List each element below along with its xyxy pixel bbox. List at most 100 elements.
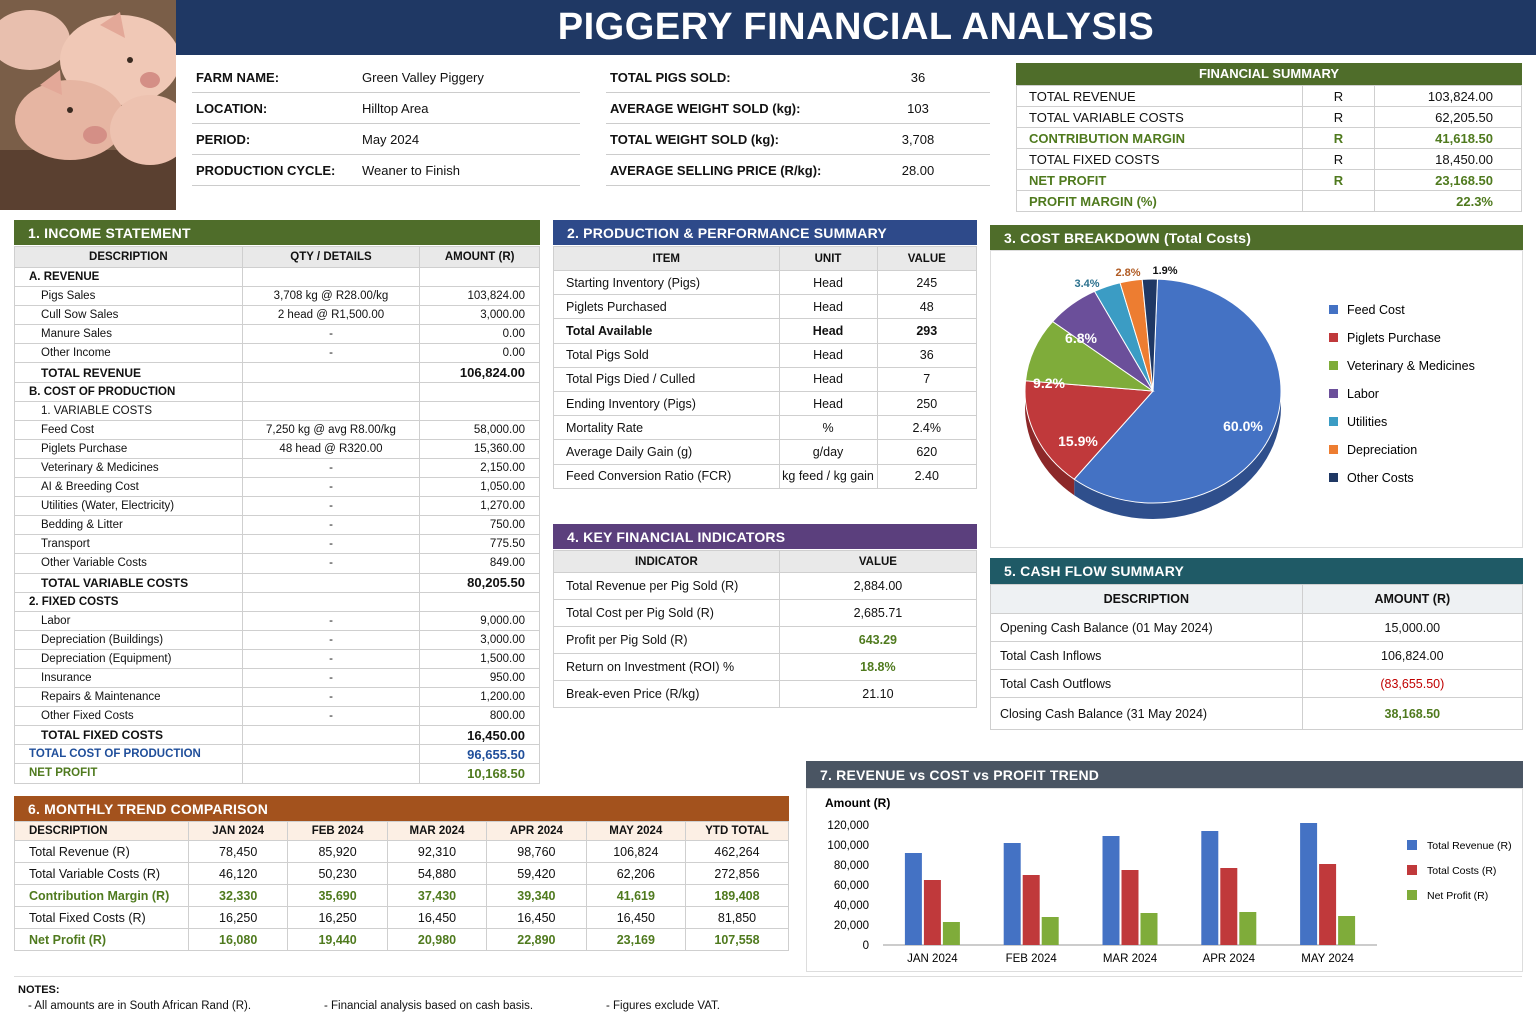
fs-value: 41,618.50 — [1374, 127, 1522, 149]
column-header: ITEM — [553, 246, 780, 271]
kfi-value: 2,884.00 — [778, 572, 978, 600]
farm-stat-key: AVERAGE SELLING PRICE (R/kg): — [610, 162, 822, 178]
cashflow-amount: 15,000.00 — [1301, 613, 1524, 642]
kfi-indicator: Profit per Pig Sold (R) — [553, 626, 780, 654]
column-header: MAR 2024 — [386, 821, 488, 841]
legend-label: Net Profit (R) — [1427, 890, 1488, 902]
x-tick-label: FEB 2024 — [1006, 953, 1058, 965]
cashflow-amount: (83,655.50) — [1301, 669, 1524, 698]
monthly-value: 16,450 — [486, 906, 587, 929]
table-header-row: DESCRIPTION JAN 2024 FEB 2024 MAR 2024 APR 2… — [14, 821, 789, 841]
trend-chart-header: 7. REVENUE vs COST vs PROFIT TREND — [806, 761, 1523, 788]
monthly-value: 16,250 — [287, 906, 388, 929]
pie-label: 6.8% — [1065, 330, 1097, 346]
column-header: UNIT — [778, 246, 878, 271]
monthly-value: 98,760 — [486, 840, 587, 863]
y-tick-label: 80,000 — [834, 860, 869, 872]
income-qty: 7,250 kg @ avg R8.00/kg — [241, 419, 421, 440]
fs-value: 62,205.50 — [1374, 106, 1522, 128]
income-amount: 3,000.00 — [419, 305, 540, 326]
pie-slice-other-costs — [1141, 278, 1158, 392]
farm-info-value: Weaner to Finish — [362, 162, 461, 178]
table-row: Feed Conversion Ratio (FCR) kg feed / kg … — [553, 463, 978, 489]
column-header: YTD TOTAL — [685, 821, 789, 841]
monthly-value: 92,310 — [386, 840, 488, 863]
farm-info: FARM NAME: Green Valley Piggery LOCATION: H… — [0, 0, 1000, 210]
production-value: 2.4% — [876, 415, 978, 441]
production-unit: Head — [778, 390, 878, 417]
legend-swatch — [1407, 865, 1417, 875]
table-header-row: INDICATOR VALUE — [553, 550, 978, 573]
farm-stat-key: TOTAL WEIGHT SOLD (kg): — [610, 131, 779, 147]
kfi-table: INDICATOR VALUE Total Revenue per Pig Sold… — [553, 550, 978, 708]
column-header: AMOUNT (R) — [1301, 584, 1524, 614]
income-description: A. REVENUE — [14, 266, 243, 288]
income-amount: 96,655.50 — [419, 744, 540, 765]
income-description: Labor — [14, 610, 243, 631]
bar-total-revenue-r- — [1201, 831, 1219, 945]
production-value: 245 — [876, 269, 978, 296]
farm-info-key: FARM NAME: — [196, 69, 280, 85]
table-row: Total Available Head 293 — [553, 318, 978, 344]
table-row: Ending Inventory (Pigs) Head 250 — [553, 390, 978, 417]
x-tick-label: APR 2024 — [1203, 953, 1256, 965]
income-description: TOTAL VARIABLE COSTS — [14, 572, 243, 593]
fs-value: 103,824.00 — [1374, 85, 1522, 107]
income-description: Utilities (Water, Electricity) — [14, 496, 243, 517]
income-qty: - — [241, 706, 421, 727]
income-qty: - — [241, 324, 421, 345]
column-header: DESCRIPTION — [990, 584, 1303, 614]
monthly-value: 106,824 — [585, 840, 687, 863]
production-item: Average Daily Gain (g) — [553, 439, 780, 465]
bar-total-revenue-r- — [1300, 823, 1318, 945]
production-value: 293 — [876, 318, 978, 344]
table-row: B. COST OF PRODUCTION — [14, 381, 540, 402]
kfi-indicator: Total Cost per Pig Sold (R) — [553, 599, 780, 627]
table-row: Total Cost per Pig Sold (R) 2,685.71 — [553, 599, 978, 627]
income-description: Other Variable Costs — [14, 553, 243, 574]
table-row: Labor -9,000.00 — [14, 610, 540, 631]
table-row: Feed Cost 7,250 kg @ avg R8.00/kg 58,000.0… — [14, 419, 540, 440]
monthly-value: 37,430 — [386, 884, 488, 907]
income-qty: - — [241, 343, 421, 364]
income-qty: 2 head @ R1,500.00 — [241, 305, 421, 326]
trend-chart-panel: Amount (R) 0 20,000 40,000 60,000 80,000 100,0… — [806, 788, 1523, 972]
column-header: AMOUNT (R) — [419, 246, 540, 268]
monthly-description: Net Profit (R) — [14, 928, 189, 951]
fs-value: 18,450.00 — [1374, 148, 1522, 170]
monthly-value: 50,230 — [287, 862, 388, 885]
bar-net-profit-r- — [1239, 912, 1257, 945]
fs-value: 23,168.50 — [1374, 169, 1522, 191]
income-amount — [419, 266, 540, 288]
monthly-value: 19,440 — [287, 928, 388, 951]
income-qty — [241, 572, 421, 593]
table-row: Total Variable Costs (R) 46,120 50,230 54,8… — [14, 862, 789, 885]
production-unit: g/day — [778, 439, 878, 465]
financial-summary-title: FINANCIAL SUMMARY — [1016, 63, 1522, 85]
table-row: Closing Cash Balance (31 May 2024) 38,168… — [990, 697, 1524, 730]
income-amount: 750.00 — [419, 515, 540, 536]
cashflow-description: Total Cash Inflows — [990, 641, 1303, 670]
table-row: Opening Cash Balance (01 May 2024) 15,000… — [990, 613, 1524, 642]
income-qty — [241, 591, 421, 612]
note-item: - Financial analysis based on cash basis… — [324, 1000, 534, 1012]
bar-total-revenue-r- — [904, 853, 922, 945]
farm-info-key: PRODUCTION CYCLE: — [196, 162, 336, 178]
monthly-value: 62,206 — [585, 862, 687, 885]
table-row: Return on Investment (ROI) % 18.8% — [553, 653, 978, 681]
income-description: Repairs & Maintenance — [14, 687, 243, 708]
table-row: Pigs Sales 3,708 kg @ R28.00/kg 103,824.00 — [14, 286, 540, 307]
income-description: NET PROFIT — [14, 763, 243, 784]
column-header: FEB 2024 — [287, 821, 388, 841]
monthly-value: 39,340 — [486, 884, 587, 907]
bar-total-costs-r- — [1220, 868, 1238, 945]
monthly-value: 16,080 — [187, 928, 289, 951]
income-description: Manure Sales — [14, 324, 243, 345]
income-description: 2. FIXED COSTS — [14, 591, 243, 612]
column-header: DESCRIPTION — [14, 821, 189, 841]
production-unit: Head — [778, 269, 878, 296]
income-amount — [419, 591, 540, 612]
farm-stat-row: AVERAGE SELLING PRICE (R/kg): 28.00 — [606, 155, 990, 186]
table-row: Veterinary & Medicines -2,150.00 — [14, 457, 540, 479]
x-tick-label: MAY 2024 — [1301, 953, 1354, 965]
